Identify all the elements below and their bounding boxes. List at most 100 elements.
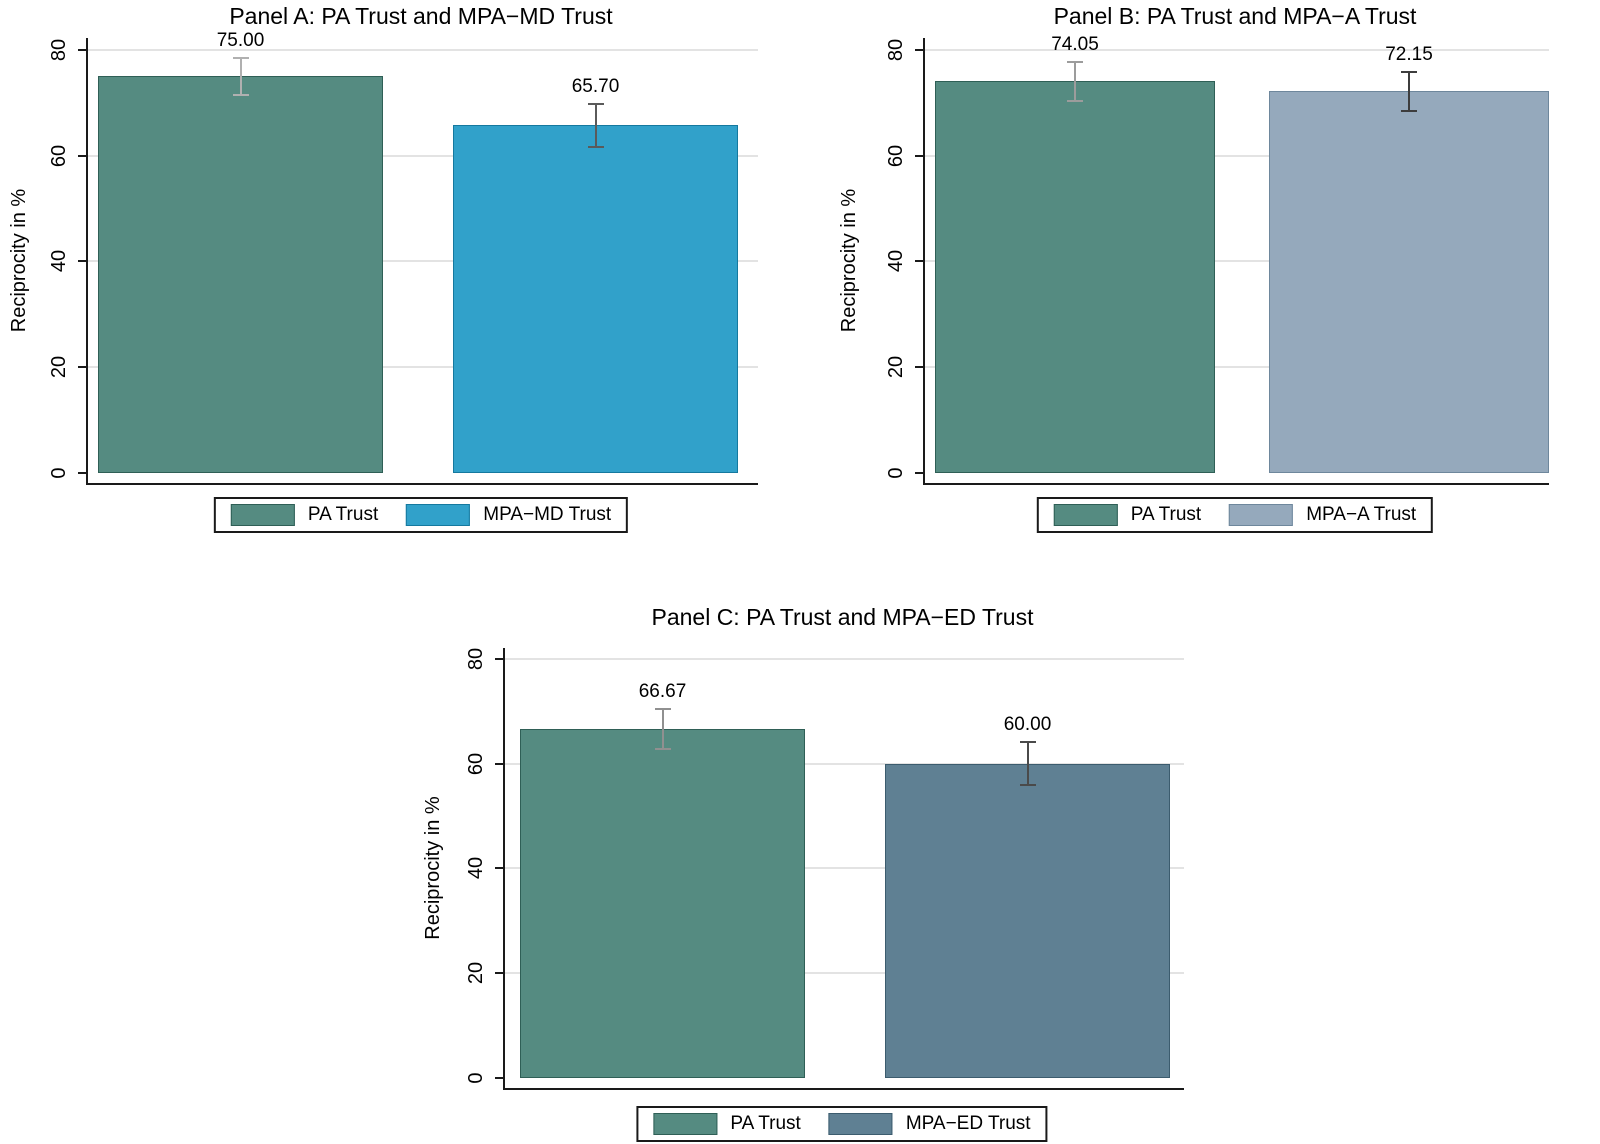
y-tick-label: 60 xyxy=(884,144,907,167)
error-bar-line xyxy=(594,105,597,146)
y-tick-mark xyxy=(915,154,923,157)
bar-mpa-md-trust xyxy=(453,125,738,473)
legend-swatch-mpa-md-trust xyxy=(406,504,471,526)
gridline xyxy=(88,366,758,369)
legend-label: PA Trust xyxy=(307,504,379,525)
bar-value-label: 60.00 xyxy=(1003,714,1052,736)
legend-label: MPA−ED Trust xyxy=(905,1113,1031,1134)
y-tick-label: 0 xyxy=(464,1072,487,1084)
panel-b-y-axis-label: Reciprocity in % xyxy=(838,188,860,333)
panel-b-legend: PA Trust MPA−A Trust xyxy=(1036,497,1434,533)
y-tick-label: 0 xyxy=(884,467,907,479)
y-tick-label: 40 xyxy=(464,857,487,880)
y-tick-label: 40 xyxy=(47,250,70,273)
legend-swatch-pa-trust xyxy=(653,1113,718,1135)
y-tick-label: 20 xyxy=(47,356,70,379)
bar-value-label: 72.15 xyxy=(1385,43,1433,65)
legend-swatch-mpa-ed-trust xyxy=(828,1113,893,1135)
panel-c-legend: PA Trust MPA−ED Trust xyxy=(636,1106,1048,1142)
y-tick-mark xyxy=(495,1077,503,1079)
y-tick-mark xyxy=(78,366,86,369)
error-bar-line xyxy=(1026,743,1029,785)
gridline xyxy=(505,762,1184,765)
panel-a-legend: PA Trust MPA−MD Trust xyxy=(213,497,629,533)
y-tick-mark xyxy=(915,260,923,263)
error-bar-cap-top xyxy=(1019,741,1036,744)
bar-value-label: 66.67 xyxy=(638,680,687,702)
error-bar-line xyxy=(1074,63,1076,100)
y-tick-mark xyxy=(78,154,86,157)
legend-label: MPA−MD Trust xyxy=(483,504,612,525)
y-tick-mark xyxy=(495,867,503,870)
panel-c: Panel C: PA Trust and MPA−ED Trust Recip… xyxy=(400,590,1200,1144)
bar-value-label: 65.70 xyxy=(571,76,620,98)
gridline xyxy=(505,867,1184,870)
gridline xyxy=(925,48,1549,51)
error-bar-cap-bottom xyxy=(587,145,604,148)
error-bar-cap-bottom xyxy=(1401,110,1417,113)
panel-a: Panel A: PA Trust and MPA−MD Trust Recip… xyxy=(0,0,800,560)
error-bar-cap-bottom xyxy=(232,93,249,96)
panel-c-plot-area: 0 20 40 60 80 66.67 60.00 xyxy=(465,648,1184,1090)
legend-item-pa-trust: PA Trust xyxy=(1053,504,1202,526)
y-tick-mark xyxy=(915,366,923,369)
legend-label: PA Trust xyxy=(1130,504,1202,525)
y-tick-mark xyxy=(78,260,86,263)
panel-c-title: Panel C: PA Trust and MPA−ED Trust xyxy=(651,604,1034,630)
legend-label: MPA−A Trust xyxy=(1306,504,1417,525)
bar-mpa-a-trust xyxy=(1269,91,1549,473)
error-bar-line xyxy=(239,58,242,94)
y-tick-mark xyxy=(495,762,503,765)
panel-a-title: Panel A: PA Trust and MPA−MD Trust xyxy=(229,3,613,29)
bar-pa-trust xyxy=(98,76,383,473)
bar-mpa-ed-trust xyxy=(885,763,1170,1078)
error-bar-cap-bottom xyxy=(1067,99,1083,102)
y-tick-label: 60 xyxy=(47,144,70,167)
y-tick-label: 80 xyxy=(47,38,70,61)
bar-value-label: 75.00 xyxy=(216,29,265,51)
legend-item-mpa-md-trust: MPA−MD Trust xyxy=(406,504,611,526)
legend-item-pa-trust: PA Trust xyxy=(653,1113,801,1135)
bar-pa-trust xyxy=(935,81,1215,473)
panel-a-y-axis-label: Reciprocity in % xyxy=(8,188,30,333)
legend-swatch-pa-trust xyxy=(1053,504,1118,526)
y-tick-label: 80 xyxy=(464,647,487,670)
y-tick-label: 80 xyxy=(884,38,907,61)
legend-item-pa-trust: PA Trust xyxy=(230,504,379,526)
error-bar-cap-top xyxy=(1067,61,1083,64)
error-bar-cap-top xyxy=(587,103,604,106)
error-bar-cap-bottom xyxy=(654,747,671,750)
y-tick-label: 0 xyxy=(47,467,70,479)
y-tick-label: 40 xyxy=(884,250,907,273)
gridline xyxy=(505,972,1184,975)
legend-item-mpa-ed-trust: MPA−ED Trust xyxy=(828,1113,1031,1135)
error-bar-line xyxy=(661,709,664,748)
y-tick-mark xyxy=(78,48,86,51)
y-tick-label: 20 xyxy=(464,962,487,985)
bar-pa-trust xyxy=(520,728,805,1078)
panel-b-plot-area: 0 20 40 60 80 74.05 72.15 xyxy=(885,34,1549,485)
gridline xyxy=(925,366,1549,369)
error-bar-cap-top xyxy=(232,56,249,59)
error-bar-cap-top xyxy=(1401,70,1417,73)
bar-value-label: 74.05 xyxy=(1051,34,1099,56)
y-tick-mark xyxy=(495,972,503,975)
panel-c-y-axis-label: Reciprocity in % xyxy=(422,796,444,940)
panel-b: Panel B: PA Trust and MPA−A Trust Recipr… xyxy=(800,0,1600,560)
panel-b-title: Panel B: PA Trust and MPA−A Trust xyxy=(1053,3,1417,29)
y-tick-mark xyxy=(915,48,923,51)
gridline xyxy=(505,657,1184,660)
gridline xyxy=(88,48,758,51)
y-tick-mark xyxy=(915,472,923,474)
y-tick-label: 60 xyxy=(464,752,487,775)
gridline xyxy=(925,260,1549,263)
gridline xyxy=(925,154,1549,157)
gridline xyxy=(88,260,758,263)
legend-swatch-mpa-a-trust xyxy=(1229,504,1294,526)
panel-a-plot-area: 0 20 40 60 80 75.00 65.70 xyxy=(48,30,758,485)
legend-label: PA Trust xyxy=(730,1113,801,1134)
error-bar-line xyxy=(1408,72,1410,111)
y-tick-mark xyxy=(78,472,86,474)
error-bar-cap-bottom xyxy=(1019,784,1036,787)
